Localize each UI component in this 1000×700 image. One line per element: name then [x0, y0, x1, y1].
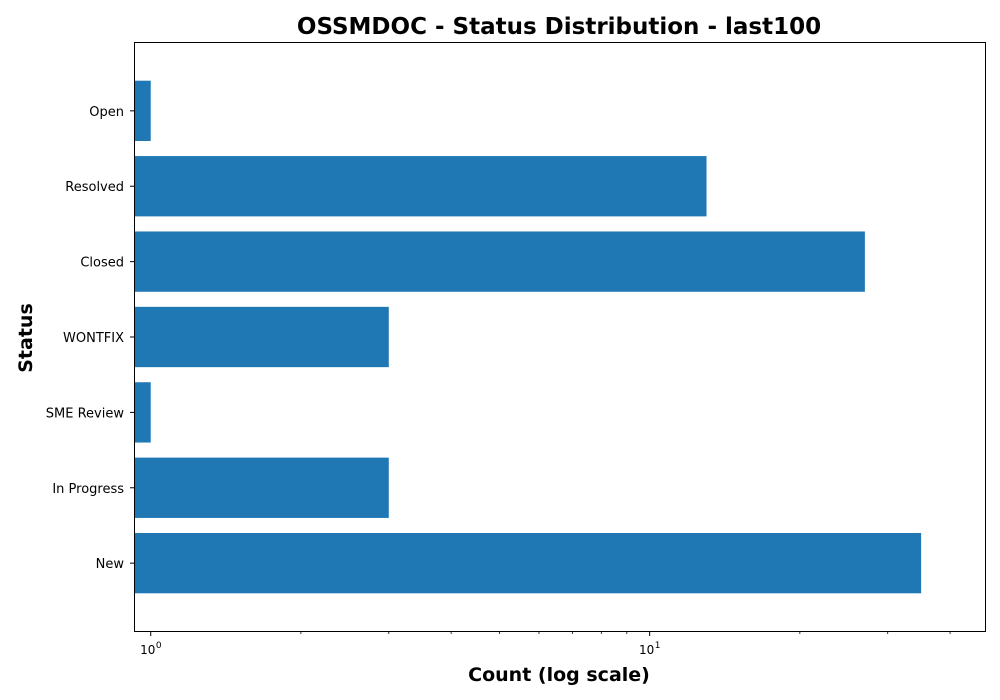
- y-tick-label: New: [96, 557, 125, 572]
- x-tick-label: 10: [140, 643, 155, 657]
- x-ticks: 10 0 10 1: [140, 631, 951, 657]
- x-tick-label: 10: [639, 643, 654, 657]
- bar-wontfix: [135, 306, 389, 368]
- y-tick-label: Open: [89, 105, 124, 120]
- y-tick-label: Resolved: [65, 180, 124, 195]
- bar-resolved: [135, 156, 707, 217]
- y-ticks: New In Progress SME Review WONTFIX Closed Res…: [46, 105, 135, 572]
- y-tick-label: WONTFIX: [63, 331, 124, 346]
- y-tick-label: SME Review: [46, 406, 125, 421]
- y-tick-label: In Progress: [52, 482, 124, 497]
- x-tick-exponent: 1: [655, 641, 661, 651]
- bar-closed: [135, 231, 865, 292]
- y-tick-label: Closed: [80, 256, 124, 271]
- bar-open: [135, 80, 151, 141]
- y-axis-label: Status: [15, 303, 37, 373]
- chart-title: OSSMDOC - Status Distribution - last100: [297, 14, 821, 40]
- bar-in-progress: [135, 457, 389, 518]
- bar-new: [135, 533, 922, 594]
- bars-layer: [135, 80, 922, 594]
- x-tick-exponent: 0: [156, 641, 162, 651]
- bar-sme-review: [135, 382, 151, 443]
- x-axis-label: Count (log scale): [468, 664, 650, 686]
